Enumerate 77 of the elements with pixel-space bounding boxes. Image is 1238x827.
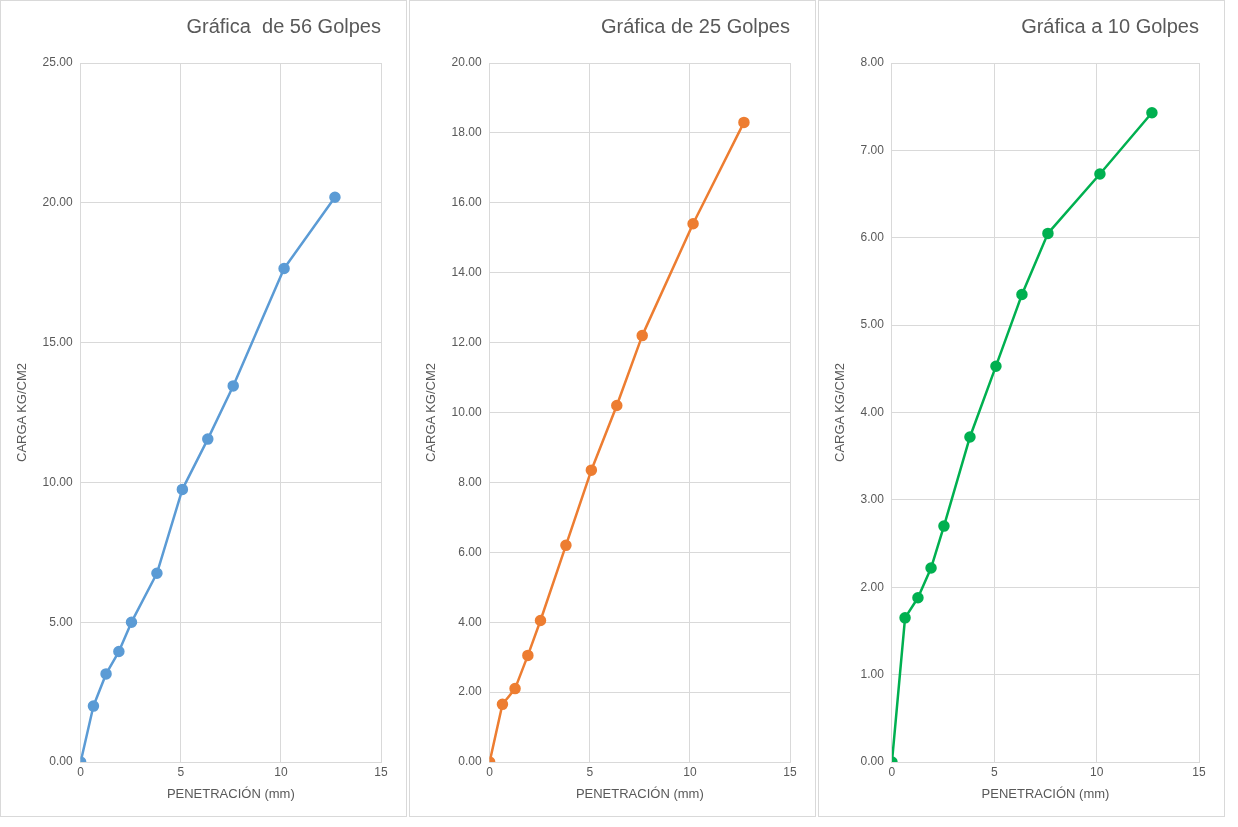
y-tick-label: 7.00 [860,142,885,157]
y-tick-label: 20.00 [451,55,482,70]
x-tick-label: 10 [683,764,697,779]
chart-title: Gráfica de 25 Golpes [601,14,790,37]
chart-title: Gráfica a 10 Golpes [1021,14,1199,37]
point [560,539,572,552]
point [113,645,125,658]
y-axis-title: CARGA KG/CM2 [14,363,30,462]
y-tick-label: 15.00 [42,334,73,349]
point [1094,168,1106,180]
point [227,380,239,392]
y-tick-label: 14.00 [451,265,482,280]
y-tick-label: 2.00 [860,579,885,594]
x-tick-label: 5 [586,764,594,779]
y-tick-label: 8.00 [458,474,482,489]
y-tick-label: 4.00 [860,404,885,419]
y-tick-label: 0.00 [860,754,885,769]
point [1016,288,1028,301]
point [925,562,937,574]
point [176,483,189,496]
point [585,464,598,476]
y-tick-label: 10.00 [451,404,482,419]
point [912,591,924,604]
y-tick-label: 25.00 [42,55,73,70]
point [522,649,534,662]
x-tick-label: 5 [177,764,185,779]
x-tick-label: 0 [486,764,494,779]
point [87,700,100,712]
point [202,433,214,445]
x-tick-label: 15 [783,764,797,779]
y-axis-title: CARGA KG/CM2 [832,363,848,462]
chart-title: Gráfica de 56 Golpes [186,14,381,37]
point [964,431,976,443]
y-tick-label: 6.00 [458,544,482,559]
y-tick-label: 1.00 [860,666,885,681]
y-tick-label: 5.00 [860,317,885,332]
point [496,698,509,711]
point [509,682,521,695]
point [899,612,911,624]
y-tick-label: 0.00 [458,754,482,769]
x-axis-title: PENETRACIÓN (mm) [981,785,1110,801]
point [1042,227,1054,240]
y-tick-label: 10.00 [42,474,73,489]
point [329,191,341,203]
point [278,262,290,275]
point [125,616,138,628]
x-axis-title: PENETRACIÓN (mm) [166,785,295,801]
x-tick-label: 15 [374,764,388,779]
y-tick-label: 18.00 [451,125,482,140]
x-tick-label: 5 [990,764,998,779]
y-tick-label: 8.00 [860,55,885,70]
y-tick-label: 20.00 [42,195,73,210]
point [1146,107,1158,119]
y-tick-label: 0.00 [49,754,73,769]
y-tick-label: 3.00 [860,492,885,507]
y-tick-label: 2.00 [458,684,482,699]
y-axis-title: CARGA KG/CM2 [423,363,439,462]
y-tick-label: 4.00 [458,614,482,629]
x-tick-label: 10 [1089,764,1104,779]
point [611,399,623,412]
x-tick-label: 0 [77,764,85,779]
point [738,116,750,129]
x-axis-title: PENETRACIÓN (mm) [575,785,704,801]
x-tick-label: 0 [888,764,896,779]
point [151,567,163,580]
point [687,218,699,230]
y-tick-label: 5.00 [49,614,73,629]
x-tick-label: 10 [274,764,288,779]
y-tick-label: 16.00 [451,195,482,210]
x-tick-label: 15 [1192,764,1206,779]
y-tick-label: 6.00 [860,230,885,245]
point [938,520,950,532]
point [990,360,1002,372]
point [534,614,547,627]
point [636,329,648,342]
point [100,668,112,680]
y-tick-label: 12.00 [451,334,482,349]
